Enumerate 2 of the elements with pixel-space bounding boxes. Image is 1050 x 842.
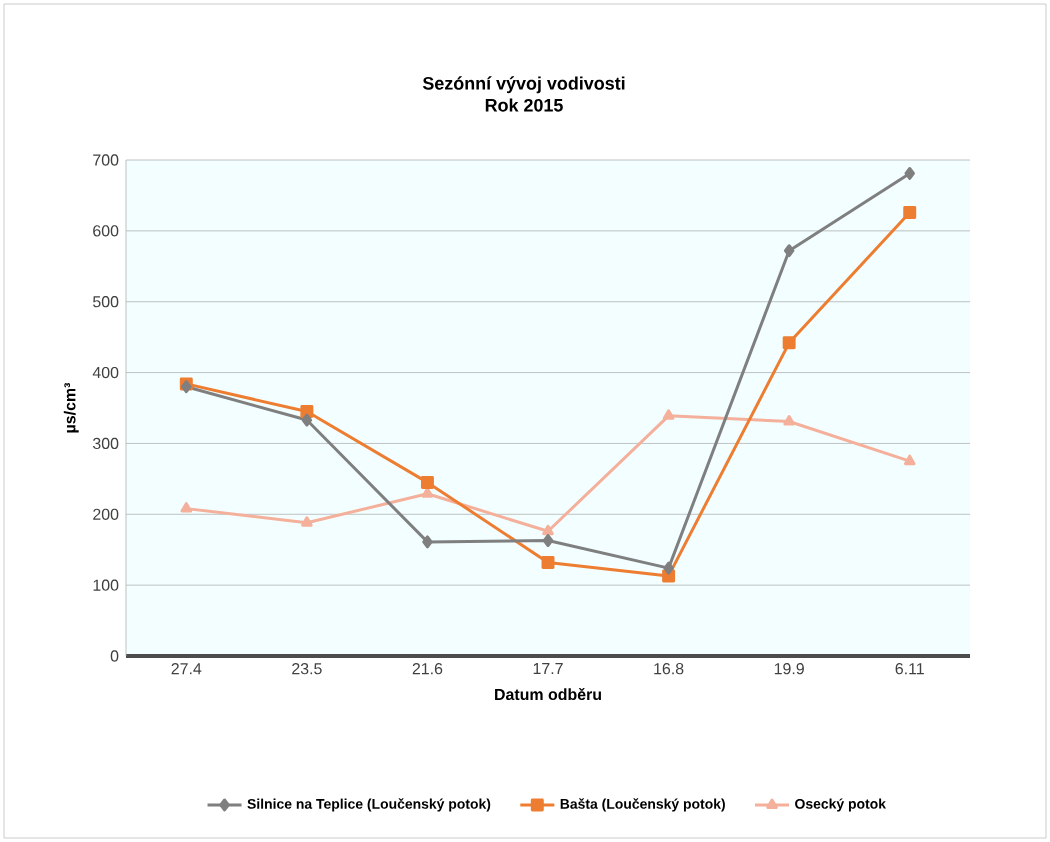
chart-title: Sezónní vývoj vodivosti: [422, 76, 625, 94]
chart-subtitle: Rok 2015: [485, 98, 563, 112]
